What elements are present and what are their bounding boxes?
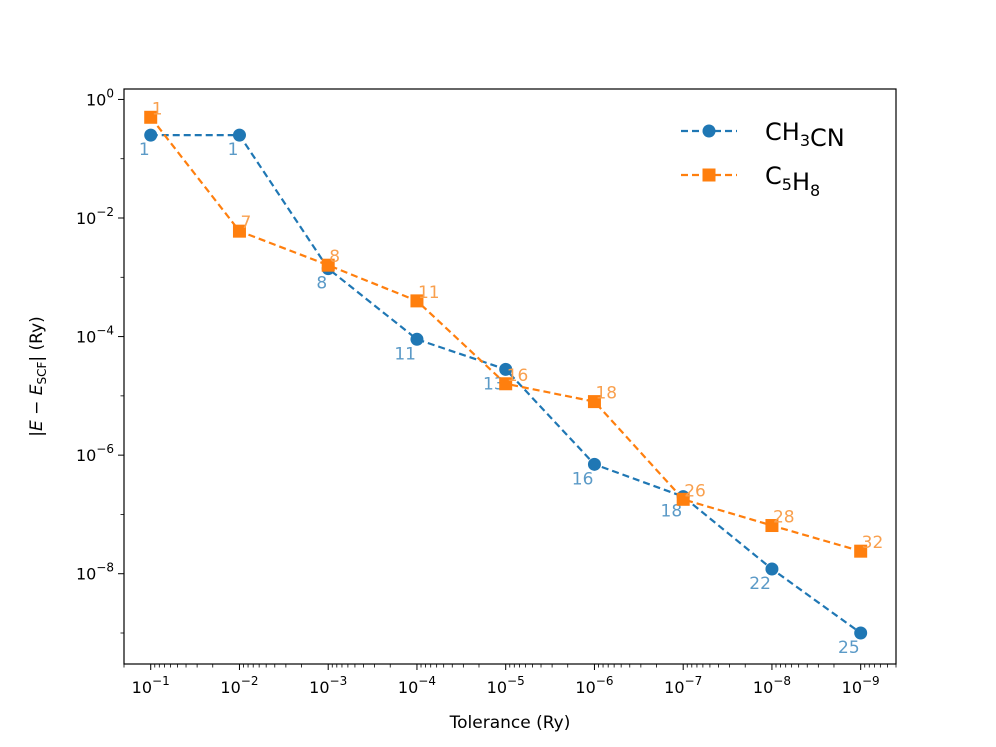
legend-entry: C5H8: [681, 162, 820, 200]
data-label: 1: [139, 140, 150, 160]
data-point: [854, 544, 868, 558]
y-tick-label: 10−4: [76, 324, 114, 347]
data-label: 18: [595, 384, 617, 404]
x-tick-label: 10−9: [842, 674, 880, 697]
data-point: [144, 110, 158, 124]
legend: CH3CN C5H8: [681, 118, 845, 200]
data-label: 26: [684, 481, 706, 501]
data-label: 16: [572, 469, 594, 489]
legend-marker: [702, 168, 716, 182]
data-point: [144, 128, 158, 142]
data-point: [587, 395, 601, 409]
data-point: [499, 362, 513, 376]
data-label: 8: [329, 247, 340, 267]
x-tick-label: 10−5: [487, 674, 525, 697]
data-point: [765, 562, 779, 576]
x-tick-label: 10−8: [753, 674, 791, 697]
legend-label: C5H8: [765, 162, 820, 200]
y-tick-label: 10−2: [76, 205, 114, 228]
data-label: 32: [862, 533, 884, 553]
data-label: 7: [240, 213, 251, 233]
data-point: [232, 128, 246, 142]
data-point: [587, 457, 601, 471]
x-tick-label: 10−2: [220, 674, 258, 697]
x-tick-label: 10−4: [398, 674, 436, 697]
data-label: 22: [749, 574, 771, 594]
x-tick-label: 10−6: [575, 674, 613, 697]
data-point: [765, 519, 779, 533]
x-axis-label: Tolerance (Ry): [449, 713, 571, 733]
data-point: [321, 258, 335, 272]
data-label: 25: [838, 638, 860, 658]
legend-marker: [702, 124, 716, 138]
legend-label: CH3CN: [765, 118, 845, 152]
y-tick-label: 10−6: [76, 442, 114, 465]
data-label: 1: [228, 140, 239, 160]
data-label: 11: [418, 283, 440, 303]
x-tick-label: 10−3: [309, 674, 347, 697]
data-label: 18: [661, 502, 683, 522]
data-point: [410, 294, 424, 308]
data-label: 8: [316, 274, 327, 294]
data-point: [676, 492, 690, 506]
y-axis-label: |E − ESCF| (Ry): [27, 316, 49, 437]
y-tick-label: 10−8: [76, 561, 114, 584]
data-point: [854, 626, 868, 640]
data-label: 28: [773, 508, 795, 528]
data-label: 1: [152, 99, 163, 119]
tick-layer: 10−1 10−2 10−3 10−4 10−5 10−6 10−7 10−8 10−9 100 1…: [76, 86, 897, 697]
data-point: [499, 377, 513, 391]
y-tick-label: 100: [86, 86, 114, 109]
legend-entry: CH3CN: [681, 118, 845, 152]
x-tick-label: 10−1: [132, 674, 170, 697]
x-tick-label: 10−7: [664, 674, 702, 697]
data-label: 16: [507, 366, 529, 386]
data-label: 11: [394, 344, 416, 364]
data-point: [410, 332, 424, 346]
data-point: [232, 224, 246, 238]
